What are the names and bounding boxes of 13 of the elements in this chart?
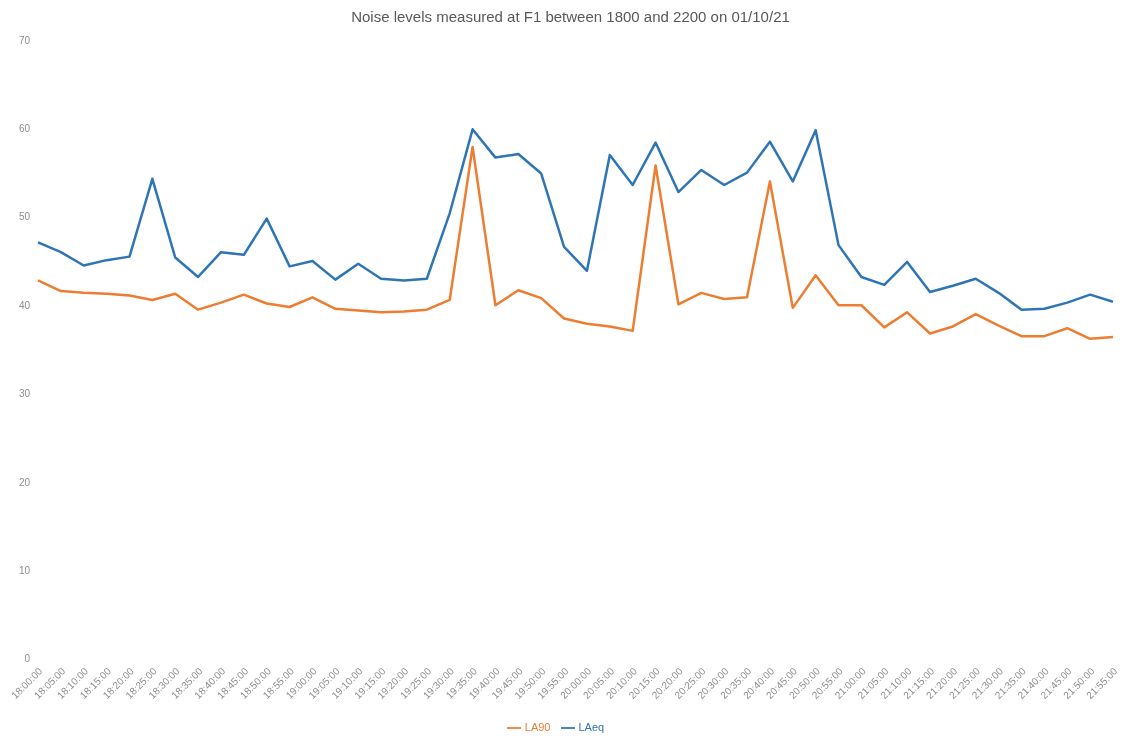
y-tick-label: 10 xyxy=(18,565,31,577)
y-tick-label: 40 xyxy=(18,299,31,311)
line-series xyxy=(36,128,1115,311)
y-tick-label: 0 xyxy=(24,653,31,665)
y-tick-label: 70 xyxy=(18,34,31,46)
y-tick-label: 20 xyxy=(18,476,31,488)
chart-title: Noise levels measured at F1 between 1800 and 2200 on 01/10/21 xyxy=(350,8,791,27)
legend-label: LA90 xyxy=(524,720,551,733)
y-tick-label: 50 xyxy=(18,211,31,223)
y-tick-label: 30 xyxy=(18,388,31,400)
line-series xyxy=(36,145,1115,341)
legend-label: LAeq xyxy=(578,720,605,733)
y-tick-label: 60 xyxy=(18,122,31,134)
